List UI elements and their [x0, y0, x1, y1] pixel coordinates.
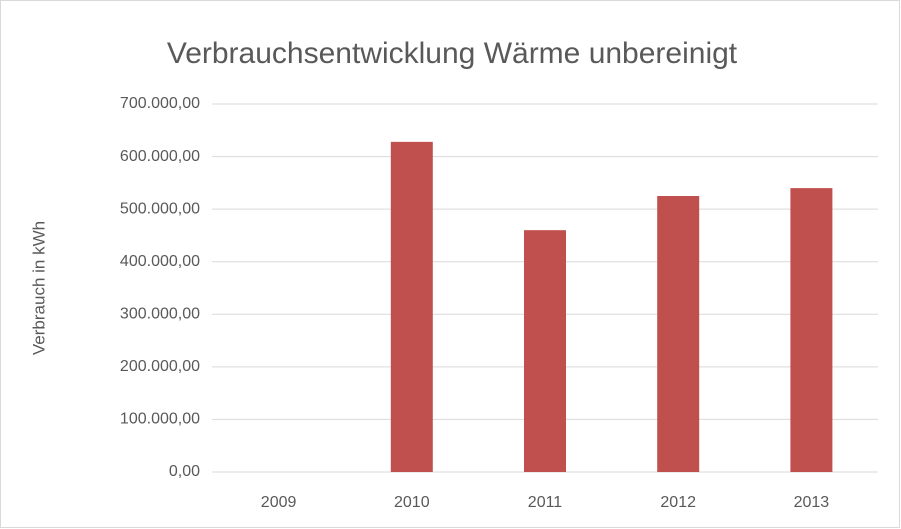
y-axis-title: Verbrauch in kWh: [29, 221, 48, 355]
y-tick-label: 100.000,00: [120, 411, 200, 428]
y-tick-label: 400.000,00: [120, 253, 200, 270]
x-tick-label: 2010: [394, 494, 430, 511]
y-tick-label: 500.000,00: [120, 200, 200, 217]
x-tick-label: 2013: [794, 494, 830, 511]
x-tick-label: 2012: [660, 494, 696, 511]
y-tick-label: 200.000,00: [120, 358, 200, 375]
bar: [790, 188, 833, 472]
bar: [390, 141, 433, 472]
x-tick-label: 2009: [261, 494, 297, 511]
y-tick-label: 300.000,00: [120, 306, 200, 323]
bar: [524, 230, 566, 472]
y-tick-label: 0,00: [169, 463, 200, 480]
x-tick-label: 2011: [528, 494, 563, 511]
chart-title: Verbrauchsentwicklung Wärme unbereinigt: [167, 37, 738, 70]
bar: [657, 196, 700, 472]
y-tick-label: 600.000,00: [120, 148, 200, 165]
y-tick-label: 700.000,00: [120, 95, 200, 112]
